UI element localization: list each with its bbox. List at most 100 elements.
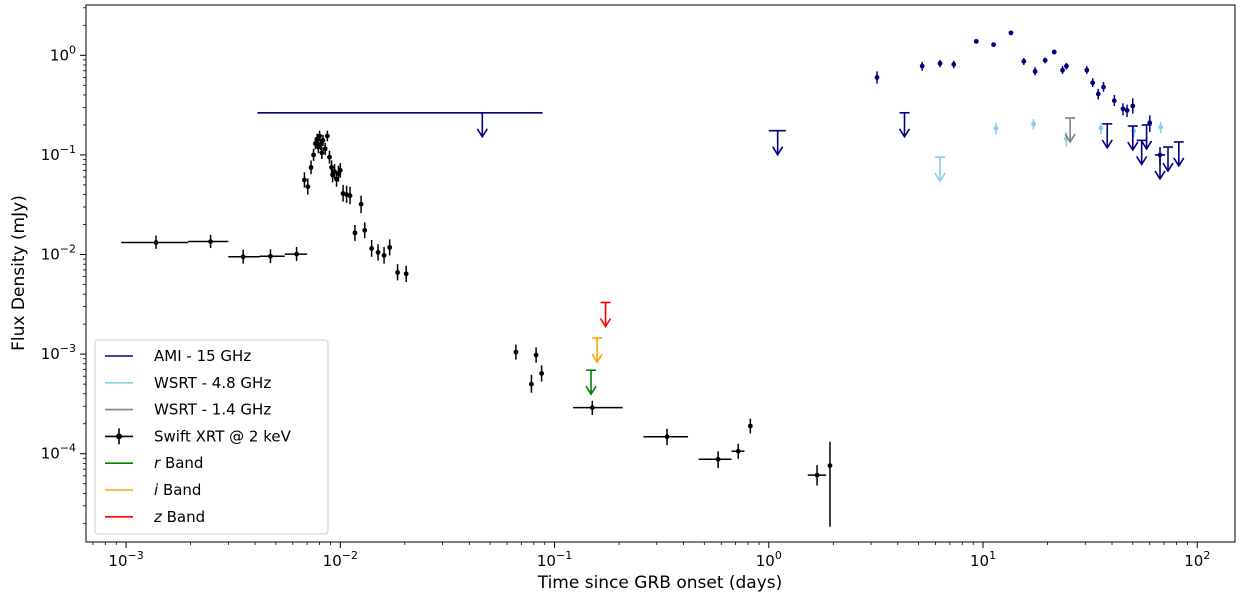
x-axis-label: Time since GRB onset (days) [537, 573, 783, 593]
arrow-head-icon [1135, 155, 1148, 166]
marker [332, 169, 337, 175]
marker [1051, 49, 1057, 55]
marker [387, 244, 393, 250]
marker [1031, 121, 1036, 127]
marker [1098, 125, 1104, 131]
marker [991, 42, 996, 48]
legend: AMI - 15 GHz WSRT - 4.8 GHz WSRT - 1.4 GHz… [94, 339, 329, 535]
data-point [874, 71, 880, 84]
upper-limit [898, 111, 911, 139]
arrow-head-icon [1127, 141, 1139, 152]
legend-item: z Band [105, 508, 205, 526]
marker [208, 239, 213, 244]
axes-frame [85, 4, 1236, 543]
legend-label: WSRT - 4.8 GHz [154, 374, 271, 392]
data-point [1051, 49, 1057, 55]
upper-limit [257, 111, 543, 139]
marker [589, 405, 595, 411]
data-point [259, 249, 285, 264]
legend-swatch-marker [116, 433, 122, 440]
marker [1124, 107, 1130, 113]
data-point [317, 130, 322, 142]
data-point [1060, 66, 1065, 74]
data-point [381, 247, 387, 264]
x-tick-label: 10−2 [323, 549, 358, 570]
upper-limit [1162, 146, 1174, 173]
arrow-head-icon [1154, 170, 1166, 181]
data-point [1130, 98, 1136, 114]
marker [529, 381, 534, 387]
data-point [1098, 122, 1104, 135]
marker [318, 141, 324, 147]
y-axis-label: Flux Density (mJy) [9, 195, 29, 351]
data-point [375, 244, 381, 261]
arrow-head-icon [1101, 139, 1113, 150]
marker [664, 434, 670, 440]
data-point [121, 235, 189, 249]
data-point [311, 148, 316, 161]
marker [533, 352, 539, 358]
data-point [1008, 30, 1014, 36]
data-point [533, 347, 539, 363]
marker [337, 167, 343, 173]
data-point [973, 38, 979, 44]
data-point [573, 400, 623, 415]
data-point [327, 150, 332, 164]
marker [240, 254, 246, 260]
upper-limit [1127, 125, 1139, 152]
data-point [332, 164, 337, 180]
data-point [387, 239, 393, 256]
marker [375, 250, 381, 255]
legend-item: Swift XRT @ 2 keV [105, 427, 292, 445]
marker [294, 251, 299, 257]
marker [268, 253, 273, 259]
marker [1130, 103, 1136, 109]
legend-item: WSRT - 4.8 GHz [105, 374, 271, 392]
marker [324, 133, 330, 139]
data-point [827, 441, 833, 527]
upper-limit [1064, 117, 1076, 144]
marker [347, 193, 353, 199]
data-point [347, 186, 353, 205]
arrow-head-icon [476, 128, 488, 139]
marker [358, 201, 364, 207]
upper-limit [768, 129, 786, 157]
upper-limit [1101, 123, 1113, 150]
x-tick-label: 10−3 [108, 549, 143, 570]
data-point [1095, 88, 1101, 100]
marker [311, 152, 316, 158]
arrow-head-icon [1162, 162, 1174, 173]
marker [153, 240, 159, 245]
marker [381, 253, 387, 258]
marker [1060, 67, 1065, 73]
legend-label: AMI - 15 GHz [154, 347, 251, 365]
marker [1064, 63, 1069, 69]
marker [369, 246, 375, 251]
upper-limits [257, 111, 1185, 396]
legend-label: WSRT - 1.4 GHz [154, 401, 271, 419]
data-point [284, 247, 308, 262]
data-point [305, 178, 311, 195]
legend-item: i Band [105, 481, 201, 499]
marker [1008, 30, 1014, 36]
marker [317, 133, 322, 139]
data-point [1147, 115, 1153, 132]
x-axis: 10−3 10−2 10−1 100 101 102 [92, 542, 1210, 570]
arrow-head-icon [898, 128, 911, 139]
data-point [228, 249, 260, 264]
upper-limit [1140, 124, 1153, 151]
marker [951, 62, 957, 67]
marker [814, 472, 820, 478]
data-point [320, 134, 326, 146]
data-point [643, 428, 689, 446]
arrow-head-icon [1064, 133, 1076, 144]
data-point [352, 224, 358, 241]
y-tick-label: 10−3 [41, 342, 76, 363]
data-point [403, 265, 409, 282]
data-point [369, 239, 375, 257]
data-point [937, 59, 943, 68]
marker [319, 150, 325, 156]
marker [827, 463, 833, 469]
marker [395, 270, 400, 275]
